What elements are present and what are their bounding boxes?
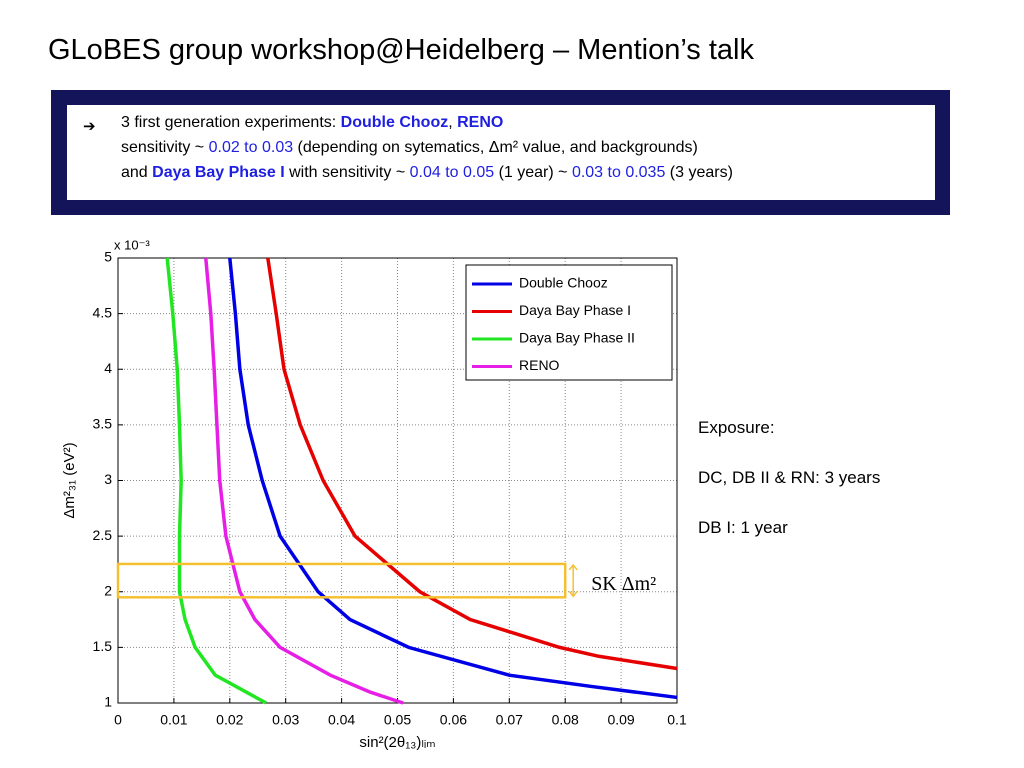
plot-frame (117, 257, 678, 704)
bullet-text: and (121, 164, 153, 181)
y-tick-label: 3.5 (93, 416, 113, 432)
bullet-icon: ➔ (83, 118, 96, 135)
x-tick-label: 0.1 (667, 712, 687, 728)
note: DC, DB II & RN: 3 years (698, 468, 881, 487)
legend-label: Double Chooz (519, 275, 608, 291)
legend-label: Daya Bay Phase II (519, 330, 635, 346)
bullet-text: RENO (457, 114, 504, 131)
legend-label: Daya Bay Phase I (519, 302, 631, 318)
y-tick-label: 4 (104, 360, 112, 376)
y-tick-label: 5 (104, 249, 112, 265)
bullet-text: , (448, 114, 458, 131)
summary-box: ➔ 3 first generation experiments: Double… (51, 90, 950, 215)
bullet-text: Double Chooz (340, 114, 449, 131)
y-tick-label: 2 (104, 582, 112, 598)
bullet-text: Daya Bay Phase I (152, 164, 285, 181)
annotation-box (116, 562, 567, 599)
summary-box-inner: ➔ 3 first generation experiments: Double… (67, 105, 935, 200)
x-tick-label: 0.02 (216, 712, 243, 728)
bullet-text: 0.02 to 0.03 (208, 139, 294, 156)
x-tick-label: 0.08 (552, 712, 579, 728)
bullet-text: 0.03 to 0.035 (571, 164, 666, 181)
bullet-text: sensitivity ~ (121, 139, 209, 156)
y-tick-label: 1 (104, 694, 112, 710)
bullet-text: 3 first generation experiments: (121, 114, 341, 131)
bullet-text: (depending on sytematics, Δm² value, and… (293, 139, 698, 156)
bullet-line: and Daya Bay Phase I with sensitivity ~ … (121, 164, 733, 182)
bullet-text: (1 year) ~ (494, 164, 572, 181)
y-tick-label: 4.5 (93, 304, 113, 320)
data-line (165, 257, 267, 705)
annotation-label: SK Δm² (591, 573, 656, 595)
x-tick-label: 0.09 (607, 712, 634, 728)
x-tick-label: 0.01 (160, 712, 187, 728)
note: DB I: 1 year (698, 518, 788, 537)
bullet-line: 3 first generation experiments: Double C… (121, 114, 503, 132)
x-tick-label: 0.03 (272, 712, 299, 728)
y-multiplier: x 10⁻³ (114, 237, 150, 252)
x-tick-label: 0 (114, 712, 122, 728)
bullet-text: with sensitivity ~ (284, 164, 410, 181)
y-tick-label: 3 (104, 471, 112, 487)
x-tick-label: 0.05 (384, 712, 411, 728)
y-tick-label: 1.5 (93, 638, 113, 654)
x-axis-label: sin²(2θ₁₃)ₗᵢₘ (359, 734, 435, 751)
bullet-text: 0.04 to 0.05 (409, 164, 495, 181)
annotation-arrow (568, 563, 578, 598)
slide-title: GLoBES group workshop@Heidelberg – Menti… (48, 34, 754, 66)
y-axis-label: Δm²₃₁ (eV²) (61, 442, 78, 518)
note: Exposure: (698, 418, 775, 437)
legend-label: RENO (519, 357, 560, 373)
x-tick-label: 0.04 (328, 712, 355, 728)
data-line (266, 257, 678, 671)
bullet-text: (3 years) (665, 164, 733, 181)
y-tick-label: 2.5 (93, 527, 113, 543)
x-tick-label: 0.06 (440, 712, 467, 728)
x-tick-label: 0.07 (496, 712, 523, 728)
bullet-line: sensitivity ~ 0.02 to 0.03 (depending on… (121, 139, 698, 157)
